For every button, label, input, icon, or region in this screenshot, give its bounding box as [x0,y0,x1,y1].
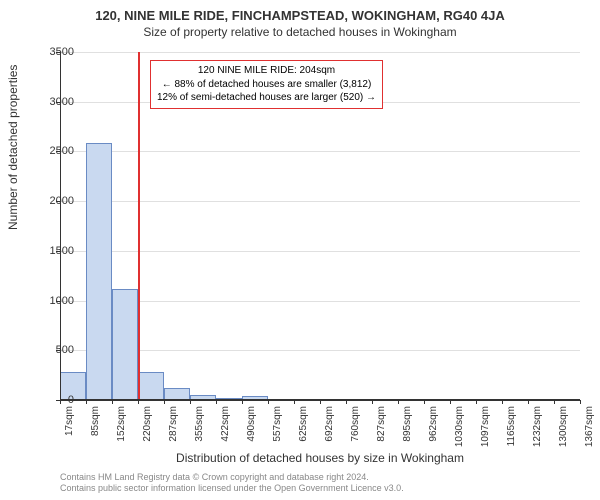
x-tick-label: 1367sqm [584,406,595,454]
x-tick-mark [294,400,295,404]
x-tick-label: 625sqm [298,406,309,454]
x-tick-label: 557sqm [272,406,283,454]
y-tick-mark [56,400,60,401]
x-tick-mark [242,400,243,404]
x-tick-label: 17sqm [64,406,75,454]
y-tick-label: 1000 [50,295,74,307]
x-tick-label: 760sqm [350,406,361,454]
y-tick-label: 0 [68,394,74,406]
histogram-bar [138,372,164,400]
histogram-bar [112,289,138,400]
x-axis-label: Distribution of detached houses by size … [60,451,580,465]
x-tick-label: 1097sqm [480,406,491,454]
chart-container: 120, NINE MILE RIDE, FINCHAMPSTEAD, WOKI… [0,0,600,500]
x-tick-mark [320,400,321,404]
x-tick-mark [528,400,529,404]
y-tick-label: 1500 [50,245,74,257]
x-tick-mark [580,400,581,404]
x-tick-label: 220sqm [142,406,153,454]
y-tick-mark [56,151,60,152]
x-tick-mark [60,400,61,404]
y-tick-mark [56,301,60,302]
y-tick-mark [56,251,60,252]
x-tick-mark [554,400,555,404]
annotation-line: 12% of semi-detached houses are larger (… [157,91,376,105]
x-tick-mark [424,400,425,404]
x-tick-label: 152sqm [116,406,127,454]
x-tick-label: 355sqm [194,406,205,454]
x-tick-label: 895sqm [402,406,413,454]
x-tick-mark [346,400,347,404]
x-tick-mark [164,400,165,404]
y-tick-mark [56,350,60,351]
x-tick-label: 85sqm [90,406,101,454]
x-tick-label: 1165sqm [506,406,517,454]
reference-line-marker [138,52,140,400]
x-tick-label: 1030sqm [454,406,465,454]
y-tick-label: 2500 [50,145,74,157]
y-tick-label: 2000 [50,195,74,207]
chart-title: 120, NINE MILE RIDE, FINCHAMPSTEAD, WOKI… [0,0,600,23]
x-tick-label: 1300sqm [558,406,569,454]
annotation: 120 NINE MILE RIDE: 204sqm← 88% of detac… [150,60,383,109]
x-tick-label: 692sqm [324,406,335,454]
x-tick-mark [476,400,477,404]
annotation-line: 120 NINE MILE RIDE: 204sqm [157,64,376,78]
histogram-bar [86,143,112,400]
x-axis-line [60,399,580,400]
x-tick-label: 1232sqm [532,406,543,454]
x-tick-mark [502,400,503,404]
x-tick-mark [372,400,373,404]
footnote-line-1: Contains HM Land Registry data © Crown c… [60,472,404,483]
x-tick-mark [268,400,269,404]
x-tick-mark [190,400,191,404]
annotation-line: ← 88% of detached houses are smaller (3,… [157,78,376,92]
plot-area: 120 NINE MILE RIDE: 204sqm← 88% of detac… [60,52,580,400]
footnote-line-2: Contains public sector information licen… [60,483,404,494]
y-tick-mark [56,201,60,202]
y-axis-label: Number of detached properties [6,65,20,230]
chart-subtitle: Size of property relative to detached ho… [0,23,600,39]
x-tick-label: 827sqm [376,406,387,454]
y-tick-label: 3500 [50,46,74,58]
x-tick-label: 490sqm [246,406,257,454]
y-tick-mark [56,102,60,103]
x-tick-mark [112,400,113,404]
x-tick-mark [86,400,87,404]
x-tick-label: 422sqm [220,406,231,454]
x-tick-mark [398,400,399,404]
x-tick-mark [450,400,451,404]
y-tick-label: 3000 [50,96,74,108]
footnote: Contains HM Land Registry data © Crown c… [60,472,404,495]
y-tick-mark [56,52,60,53]
x-tick-mark [216,400,217,404]
x-tick-label: 287sqm [168,406,179,454]
x-tick-mark [138,400,139,404]
x-tick-label: 962sqm [428,406,439,454]
